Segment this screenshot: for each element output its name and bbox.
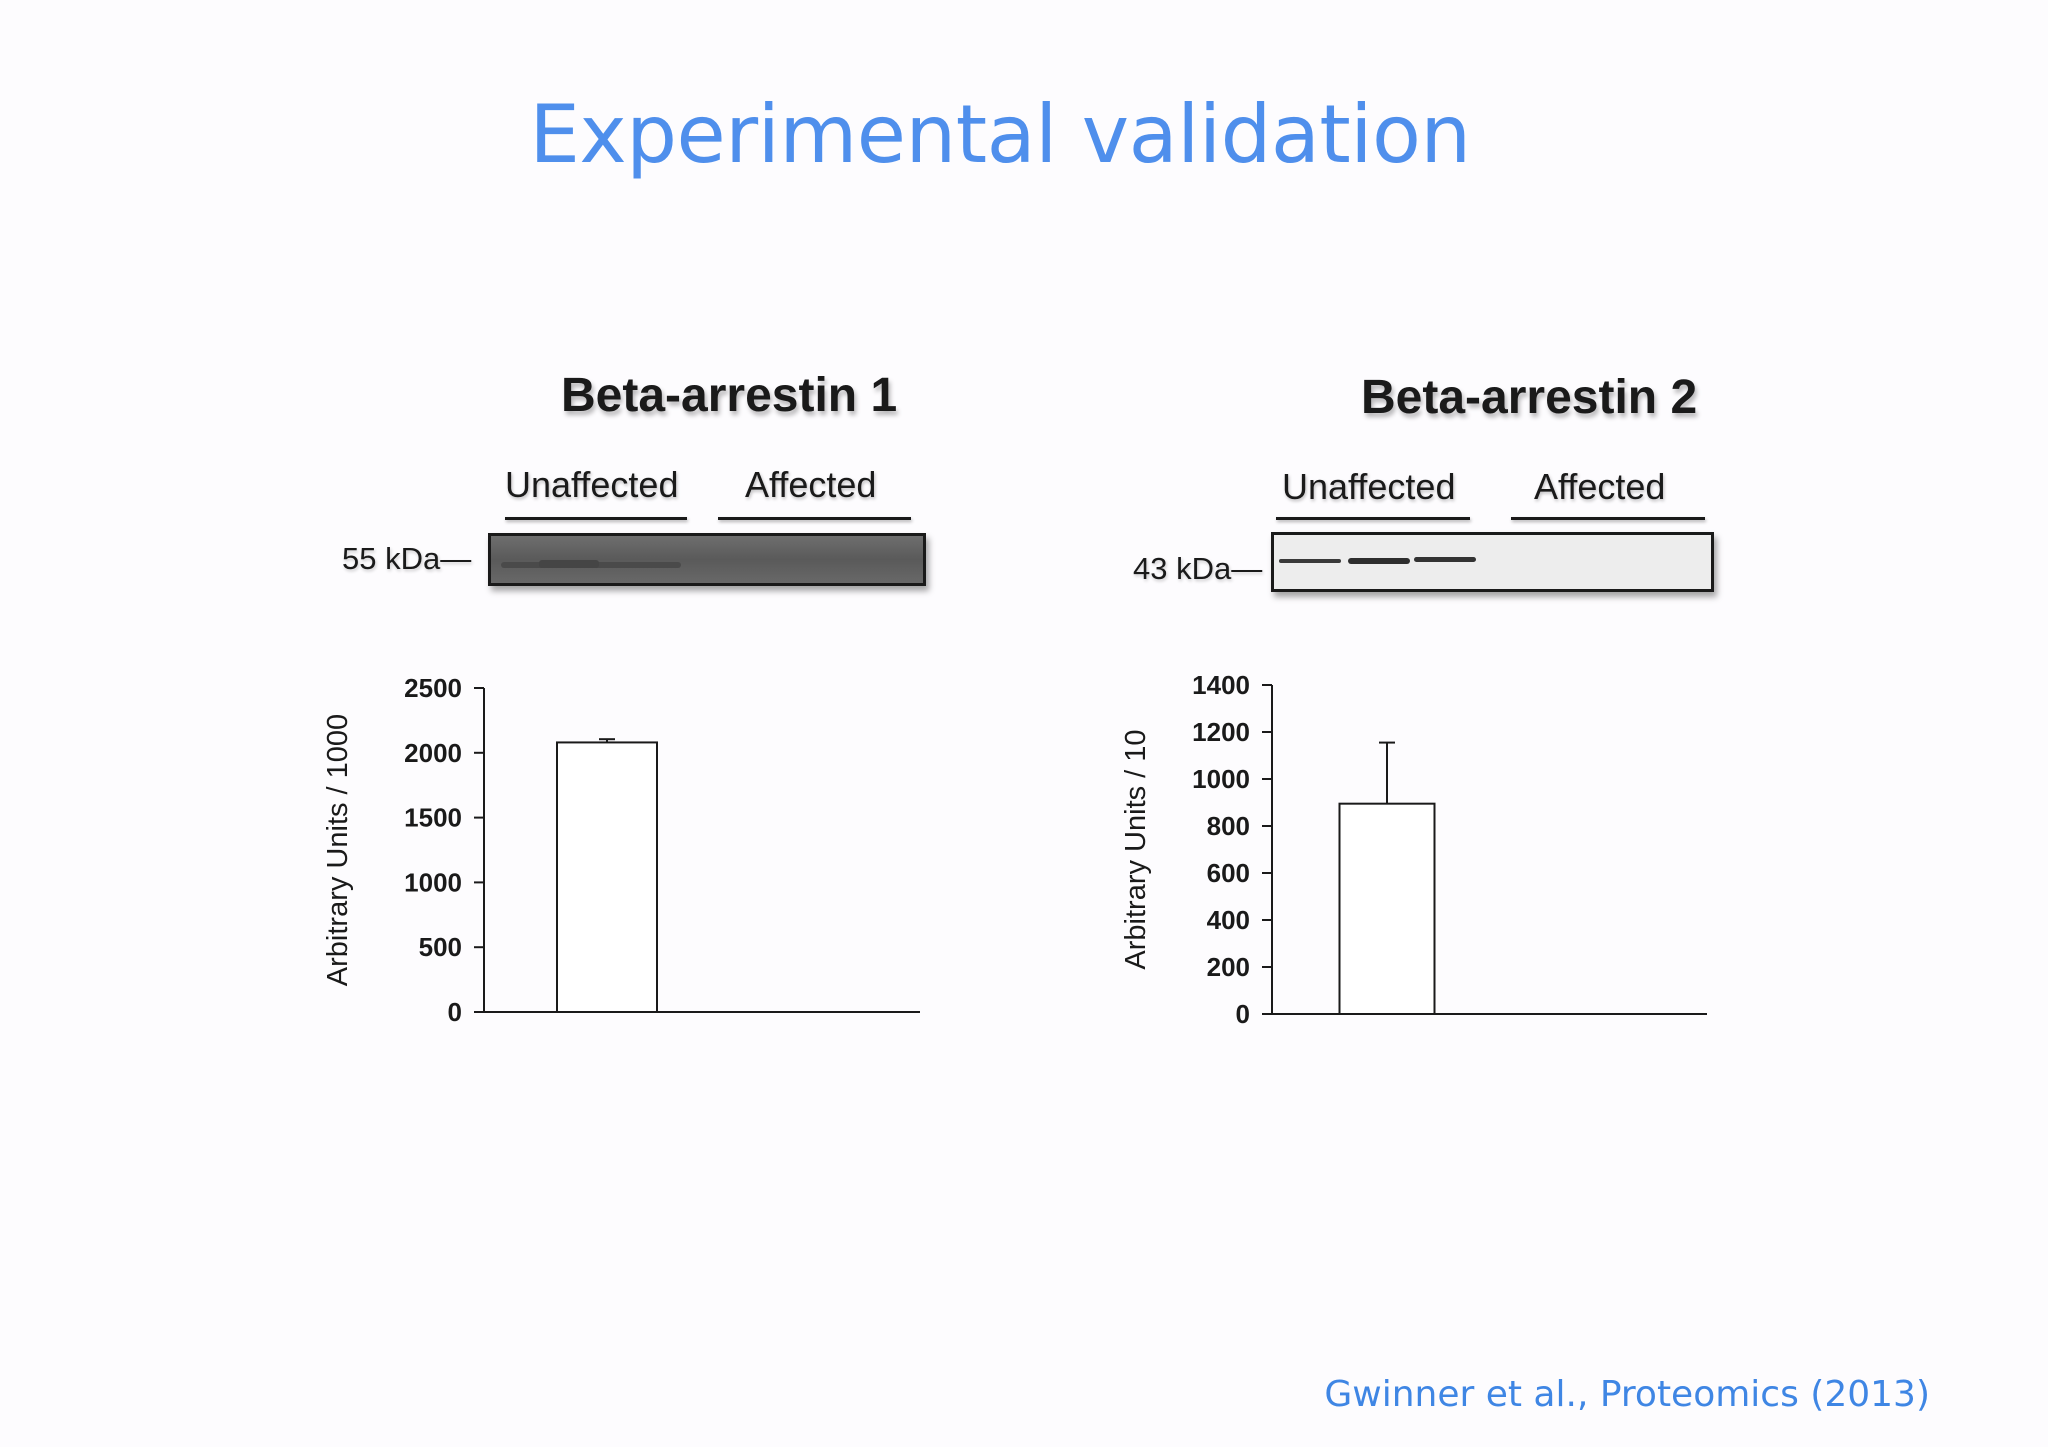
y-tick-label: 0: [1236, 999, 1250, 1029]
y-tick-label: 1000: [1192, 764, 1250, 794]
y-tick-label: 400: [1207, 905, 1250, 935]
y-tick-label: 1000: [404, 867, 462, 897]
blot-band: [1279, 559, 1341, 563]
y-tick-label: 800: [1207, 811, 1250, 841]
y-tick-label: 1400: [1192, 670, 1250, 700]
lane-label-unaffected: Unaffected: [1282, 466, 1456, 507]
y-tick-label: 0: [448, 997, 462, 1027]
western-blot-image: [488, 533, 926, 586]
lane-underline: [505, 517, 687, 520]
bar-unaffected: [1338, 802, 1436, 1015]
y-tick-label: 2000: [404, 738, 462, 768]
y-axis-label: Arbitrary Units / 10: [1120, 729, 1152, 969]
panel-title-beta-arrestin-2: Beta-arrestin 2: [1361, 371, 1698, 424]
y-tick-label: 500: [419, 932, 462, 962]
lane-label-unaffected: Unaffected: [505, 464, 679, 505]
lane-underline: [718, 517, 911, 520]
lane-label-affected: Affected: [745, 464, 877, 505]
blot-band: [1414, 557, 1476, 562]
slide-title: Experimental validation: [529, 88, 1471, 181]
molecular-weight-marker: 55 kDa—: [342, 541, 472, 576]
lane-label-affected: Affected: [1534, 466, 1666, 507]
y-tick-label: 2500: [404, 673, 462, 703]
western-blot-image: [1271, 532, 1714, 592]
lane-underline: [1276, 517, 1470, 520]
y-axis-label: Arbitrary Units / 1000: [322, 714, 354, 986]
panel-title-beta-arrestin-1: Beta-arrestin 1: [561, 369, 898, 422]
citation: Gwinner et al., Proteomics (2013): [1324, 1374, 1930, 1415]
y-tick-label: 1500: [404, 803, 462, 833]
molecular-weight-marker: 43 kDa—: [1133, 551, 1263, 586]
blot-band: [539, 560, 599, 568]
y-tick-label: 200: [1207, 952, 1250, 982]
blot-band: [1348, 558, 1410, 564]
lane-underline: [1511, 517, 1705, 520]
y-tick-label: 600: [1207, 858, 1250, 888]
y-tick-label: 1200: [1192, 717, 1250, 747]
bar-unaffected: [556, 741, 658, 1013]
